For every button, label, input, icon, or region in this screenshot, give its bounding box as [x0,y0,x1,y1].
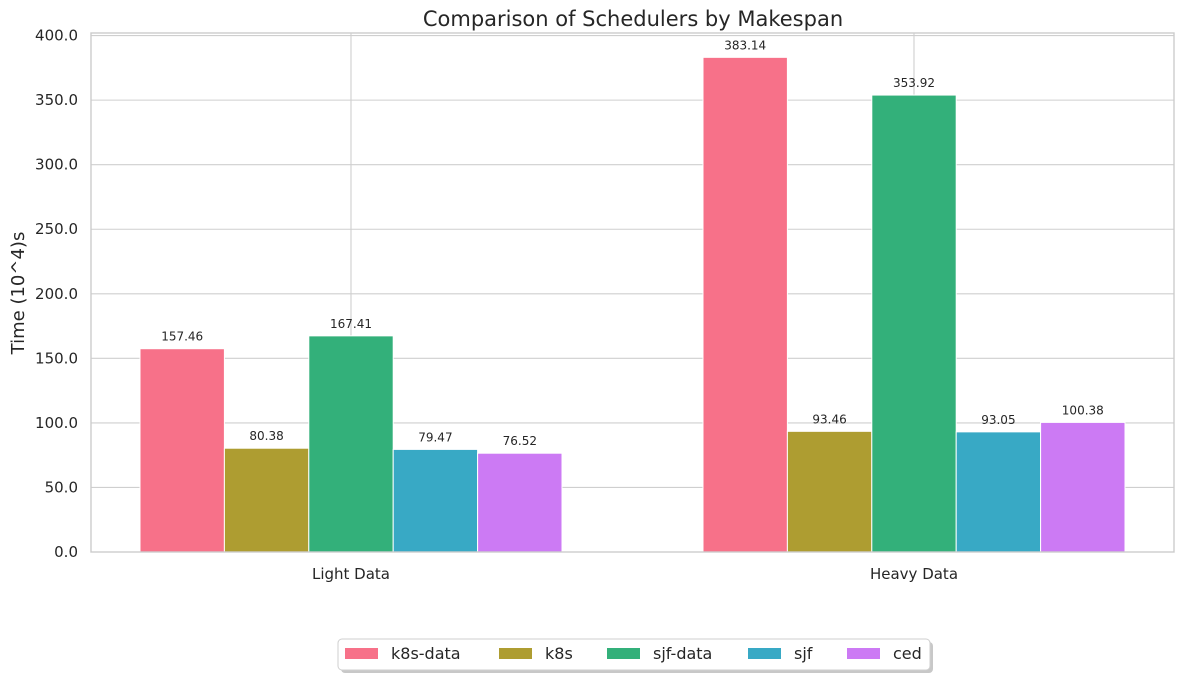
data-label: 353.92 [893,76,935,90]
data-label: 76.52 [503,434,537,448]
chart-title: Comparison of Schedulers by Makespan [423,7,843,31]
legend-swatch-sjf-data [607,648,640,659]
y-axis-label: Time (10^4)s [8,232,29,356]
bar-sjf-light-data [392,448,479,553]
bar-k8s-data-light-data [139,348,225,553]
x-tick-label: Light Data [312,565,390,583]
y-tick-label: 350.0 [35,91,78,109]
legend-label-ced: ced [893,644,922,663]
y-tick-label: 50.0 [45,478,78,496]
bar-k8s-data-heavy-data [702,56,788,553]
axes: 0.0 50.0 100.0 150.0 200.0 250.0 300.0 350.0 400… [35,27,1175,583]
data-label: 157.46 [161,330,203,344]
bar-sjf-heavy-data [955,431,1042,553]
y-tick-label: 200.0 [35,285,78,303]
data-label: 383.14 [724,38,766,52]
legend-label-k8s: k8s [545,644,573,663]
plot-frame [90,32,1175,553]
bar-sjf-data-heavy-data [871,94,957,553]
data-label: 79.47 [418,430,452,444]
data-label: 100.38 [1062,403,1104,417]
y-tick-label: 400.0 [35,27,78,45]
data-label: 93.05 [981,413,1015,427]
bars [139,56,1126,553]
y-tick-label: 250.0 [35,220,78,238]
bar-ced-light-data [477,452,563,553]
data-label: 80.38 [249,429,283,443]
bar-k8s-light-data [223,447,310,553]
bar-k8s-heavy-data [786,430,873,553]
y-tick-label: 0.0 [54,543,78,561]
legend-swatch-ced [847,648,880,659]
bar-sjf-data-light-data [308,335,394,553]
y-tick-label: 150.0 [35,349,78,367]
y-tick-label: 100.0 [35,414,78,432]
x-tick-label: Heavy Data [870,565,958,583]
data-labels: 157.46 383.14 80.38 93.46 167.41 353.92 79.47 9… [161,38,1104,448]
data-label: 167.41 [330,317,372,331]
legend-swatch-k8s-data [345,648,378,659]
legend-swatch-k8s [499,648,532,659]
y-tick-label: 300.0 [35,156,78,174]
legend-label-k8s-data: k8s-data [391,644,461,663]
legend-swatch-sjf [748,648,781,659]
bar-ced-heavy-data [1040,421,1126,553]
legend-label-sjf-data: sjf-data [653,644,712,663]
legend: k8s-data k8s sjf-data sjf ced [337,638,933,673]
legend-label-sjf: sjf [794,644,813,663]
data-label: 93.46 [812,412,846,426]
